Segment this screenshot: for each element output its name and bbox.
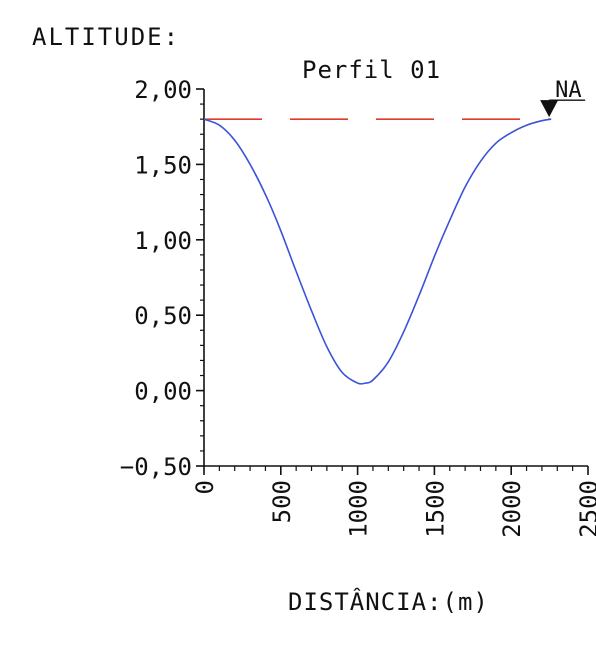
x-axis-label: DISTÂNCIA:(m)	[288, 587, 489, 616]
axes	[203, 89, 588, 467]
chart-title: Perfil 01	[302, 56, 441, 84]
y-tick-label: 1,00	[134, 227, 192, 255]
y-tick-label: 0,00	[134, 378, 192, 406]
y-tick-label: 2,00	[134, 76, 192, 104]
ticks	[196, 88, 589, 475]
x-tick-label: 2500	[575, 480, 596, 538]
x-tick-label: 500	[268, 480, 296, 523]
y-tick-label: 0,50	[134, 302, 192, 330]
y-tick-label: −0,50	[120, 453, 192, 481]
marks: NA	[203, 78, 586, 385]
tick-labels: 2,00 1,50 1,00 0,50 0,00 −0,500 500 1000 1500 200…	[120, 76, 596, 538]
x-tick-label: 0	[191, 480, 219, 494]
y-tick-label: 1,50	[134, 151, 192, 179]
water-level-marker-icon	[540, 100, 559, 118]
profile-line	[203, 118, 552, 385]
x-tick-label: 2000	[498, 480, 526, 538]
water-level-label: NA	[555, 78, 582, 103]
x-tick-label: 1500	[421, 480, 449, 538]
y-axis-label: ALTITUDE:	[32, 23, 180, 51]
x-tick-label: 1000	[345, 480, 373, 538]
